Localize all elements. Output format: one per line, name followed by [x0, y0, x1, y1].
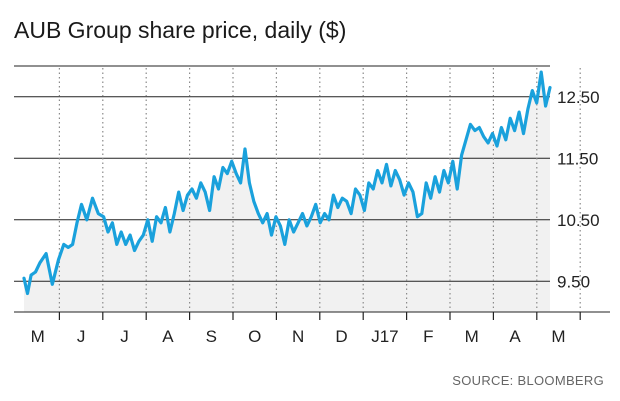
y-tick-label: 9.50 — [557, 272, 590, 291]
x-tick-label: M — [31, 327, 45, 346]
y-tick-label: 10.50 — [557, 211, 600, 230]
source-note: SOURCE: BLOOMBERG — [452, 373, 604, 388]
x-tick-label: A — [509, 327, 521, 346]
chart-title: AUB Group share price, daily ($) — [14, 17, 346, 43]
x-tick-label: J — [77, 327, 86, 346]
x-tick-label: M — [551, 327, 565, 346]
price-series — [22, 70, 552, 296]
y-axis-labels: 9.50 10.50 11.50 12.50 — [557, 88, 600, 292]
x-tick-label: S — [206, 327, 217, 346]
x-tick-label: M — [465, 327, 479, 346]
x-tick-label: D — [335, 327, 347, 346]
x-tick-label: J — [120, 327, 129, 346]
x-tick-label: A — [162, 327, 174, 346]
grid-lines — [14, 65, 610, 320]
x-tick-label: O — [248, 327, 261, 346]
price-area — [24, 72, 550, 312]
x-axis-labels: M J J A S O N D J17 F M A M — [31, 327, 566, 346]
y-tick-label: 12.50 — [557, 88, 600, 107]
x-tick-label: J17 — [371, 327, 398, 346]
series-area-0 — [24, 72, 550, 312]
series-line-0 — [22, 70, 552, 296]
x-tick-label: F — [423, 327, 433, 346]
y-tick-label: 11.50 — [557, 149, 598, 168]
x-tick-label: N — [292, 327, 304, 346]
